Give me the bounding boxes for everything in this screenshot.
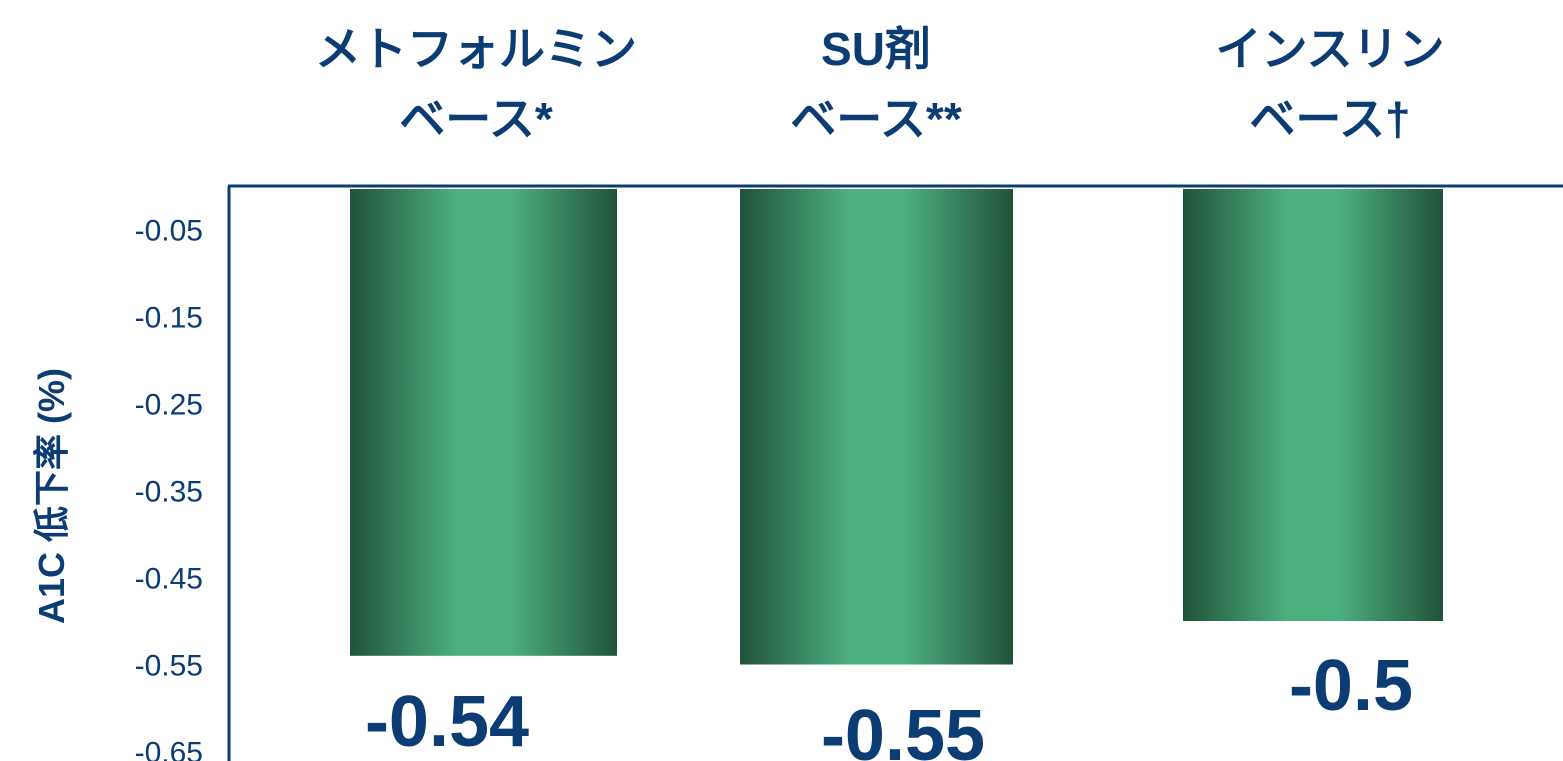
y-axis-title: A1C 低下率 (%) [31, 368, 72, 624]
bar-3 [1183, 189, 1443, 621]
category-label: ベース† [1249, 93, 1410, 145]
y-tick-label: -0.25 [135, 389, 203, 422]
data-label: -0.5 [1289, 646, 1413, 726]
data-label: -0.54 [365, 682, 529, 761]
y-tick-label: -0.35 [135, 476, 203, 509]
y-tick-label: -0.05 [135, 215, 203, 248]
category-label: ベース* [399, 93, 553, 145]
y-tick-label: -0.65 [135, 737, 203, 761]
bar-2 [740, 189, 1013, 665]
y-tick-label: -0.55 [135, 650, 203, 683]
category-label: SU剤 [821, 23, 931, 75]
bar-1 [350, 189, 617, 656]
y-tick-label: -0.45 [135, 563, 203, 596]
category-label: ベース** [790, 93, 962, 145]
category-label: メトフォルミン [315, 23, 637, 75]
y-tick-label: -0.15 [135, 302, 203, 335]
data-label: -0.55 [821, 696, 985, 761]
category-label: インスリン [1215, 23, 1444, 75]
